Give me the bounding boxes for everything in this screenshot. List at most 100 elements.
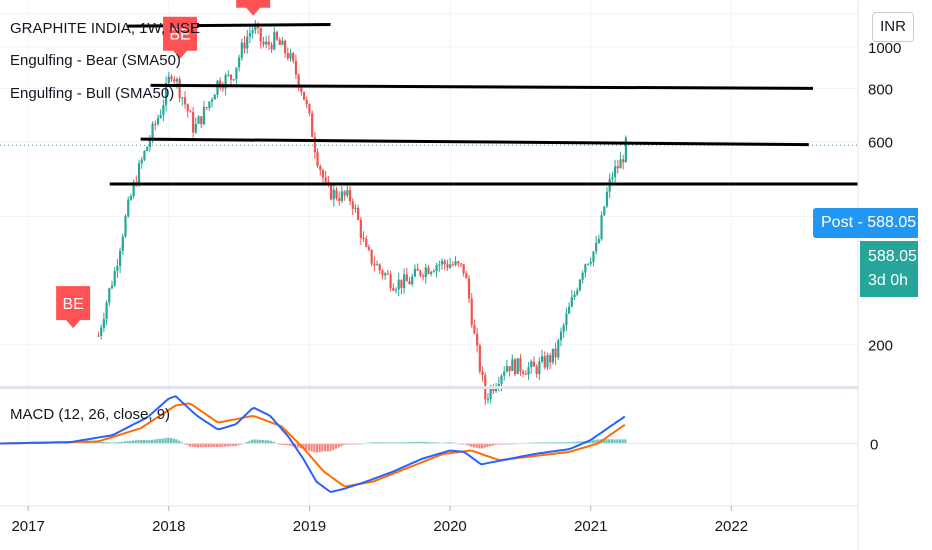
macd-histogram-bar	[140, 439, 143, 444]
macd-histogram-bar	[472, 443, 476, 448]
candle-body	[597, 239, 600, 243]
candle-body	[354, 207, 357, 209]
candle-body	[151, 123, 154, 140]
engulfing-bear-label: BE	[236, 0, 271, 16]
macd-histogram-bar	[102, 441, 105, 444]
candle-body	[297, 74, 300, 88]
candle-body	[524, 373, 527, 375]
time-tick-label: 2022	[715, 518, 748, 535]
candle-body	[178, 79, 181, 99]
candle-body	[259, 27, 262, 42]
macd-histogram-bar	[372, 442, 375, 444]
candle-body	[121, 236, 124, 251]
macd-histogram-bar	[543, 442, 546, 444]
candle-body	[210, 99, 214, 102]
candle-body	[570, 297, 573, 307]
trendline	[140, 137, 809, 147]
candle-body	[389, 274, 392, 288]
candle-body	[146, 146, 149, 152]
candle-body	[573, 294, 576, 298]
candle-body	[551, 348, 554, 363]
candle-body	[127, 199, 130, 217]
candle-body	[194, 123, 197, 133]
candle-body	[457, 261, 460, 264]
indicator-bull-label[interactable]: Engulfing - Bull (SMA50)	[10, 85, 175, 102]
candle-body	[281, 40, 284, 45]
candle-body	[170, 76, 173, 80]
macd-histogram-bar	[613, 439, 616, 444]
candle-body	[557, 340, 560, 358]
candle-body	[340, 191, 344, 201]
macd-histogram-bar	[215, 443, 219, 448]
candle-body	[319, 165, 322, 171]
candle-body	[451, 264, 454, 266]
candle-body	[273, 31, 276, 50]
macd-histogram-bar	[310, 443, 313, 452]
candle-body	[430, 271, 433, 274]
candle-body	[205, 107, 208, 109]
candle-body	[189, 111, 192, 113]
candle-body	[378, 264, 381, 271]
candle-body	[97, 335, 100, 337]
candle-body	[311, 113, 314, 137]
label-marker	[56, 286, 91, 329]
macd-histogram-bar	[413, 441, 416, 444]
macd-histogram-bar	[383, 442, 386, 444]
candle-body	[543, 356, 546, 368]
candle-body	[394, 289, 398, 291]
macd-histogram-bar	[478, 443, 481, 449]
candle-body	[384, 273, 387, 276]
macd-histogram-bar	[313, 443, 316, 453]
candle-body	[605, 191, 609, 207]
macd-histogram-bar	[129, 440, 132, 444]
candle-body	[148, 139, 151, 147]
candle-body	[118, 250, 122, 266]
candle-body	[124, 216, 127, 237]
candle-body	[478, 345, 481, 372]
indicator-bear-label[interactable]: Engulfing - Bear (SMA50)	[10, 52, 181, 69]
macd-histogram-bar	[429, 442, 432, 444]
macd-histogram-bar	[378, 442, 381, 444]
candle-body	[240, 42, 243, 58]
macd-histogram-bar	[578, 441, 581, 444]
candle-body	[476, 333, 479, 346]
candle-body	[370, 249, 373, 264]
trendline	[126, 22, 331, 28]
pattern-labels: BE BE BE	[56, 0, 271, 329]
candle-body	[162, 105, 165, 115]
macd-histogram-bar	[150, 439, 154, 444]
candle-body	[530, 361, 533, 368]
candle-body	[546, 355, 549, 368]
candle-body	[416, 268, 419, 271]
macd-histogram-bar	[432, 442, 435, 444]
macd-histogram-bar	[85, 442, 89, 444]
axes: 2004006008001000020172018201920202021202…	[0, 0, 901, 550]
macd-histogram-bar	[424, 441, 427, 444]
macd-histogram-bar	[250, 439, 254, 444]
currency-button[interactable]: INR	[872, 12, 914, 42]
time-tick-label: 2019	[293, 518, 326, 535]
candle-body	[300, 87, 303, 92]
candle-body	[616, 166, 619, 169]
macd-histogram-bar	[99, 441, 102, 444]
candle-body	[497, 384, 500, 387]
candle-body	[132, 182, 135, 197]
macd-histogram-bar	[172, 438, 175, 444]
candle-body	[421, 275, 425, 277]
macd-histogram-bar	[164, 438, 167, 444]
macd-histogram-bar	[618, 439, 622, 444]
candle-body	[492, 387, 495, 392]
candle-body	[540, 356, 544, 362]
candle-body	[435, 265, 438, 272]
macd-label[interactable]: MACD (12, 26, close, 9)	[10, 406, 171, 423]
candle-body	[173, 79, 176, 82]
macd-histogram-bar	[221, 443, 224, 447]
last-price-value: 588.05	[868, 248, 917, 265]
candle-body	[613, 166, 617, 177]
macd-histogram-bar	[537, 442, 540, 444]
macd-histogram-bar	[229, 443, 232, 447]
macd-histogram-bar	[340, 443, 343, 447]
macd-histogram-bar	[134, 440, 137, 444]
macd-histogram-bar	[280, 443, 283, 445]
